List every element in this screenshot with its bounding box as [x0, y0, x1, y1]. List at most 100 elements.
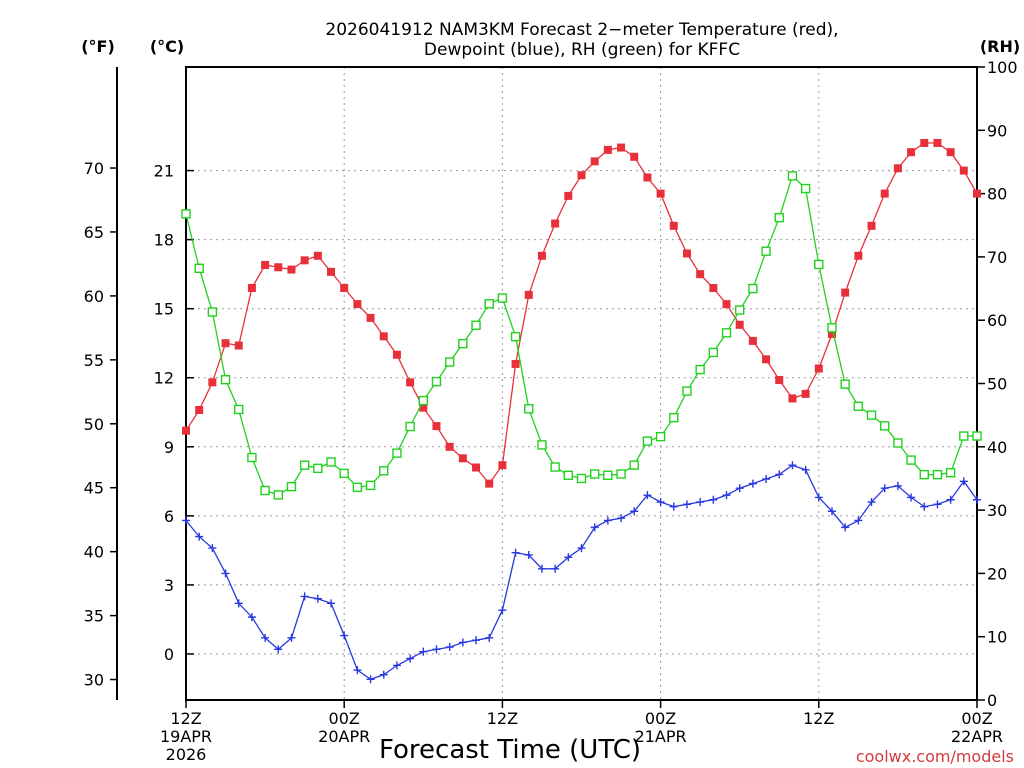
- temperature-point: [274, 263, 283, 272]
- dewpoint-point: [564, 553, 573, 562]
- x-tick-label: 00Z: [961, 709, 992, 728]
- dewpoint-point: [880, 484, 889, 493]
- dewpoint-point: [195, 532, 204, 541]
- rh-point: [444, 357, 455, 367]
- temperature-point: [485, 479, 494, 488]
- rh-point: [748, 283, 758, 294]
- fahrenheit-tick-label: 65: [84, 223, 104, 242]
- temperature-point: [827, 330, 836, 339]
- x-tick-date-label: 20APR: [318, 727, 370, 746]
- rh-point: [313, 463, 323, 474]
- x-tick-label: 00Z: [329, 709, 360, 728]
- rh-point: [616, 469, 626, 479]
- rh-point: [932, 469, 943, 480]
- celsius-tick-label: 9: [164, 438, 174, 457]
- temperature-point: [472, 463, 481, 472]
- rh-point: [603, 470, 613, 480]
- temperature-point: [907, 148, 916, 157]
- rh-point: [576, 473, 587, 484]
- rh-point: [326, 457, 336, 467]
- rh-point: [550, 462, 560, 472]
- temperature-point: [893, 164, 902, 173]
- x-tick-label: 00Z: [645, 709, 676, 728]
- temperature-point: [880, 189, 889, 198]
- temperature-point: [801, 389, 810, 398]
- rh-point: [589, 469, 600, 479]
- dewpoint-point: [920, 502, 929, 511]
- rh-point: [972, 431, 982, 441]
- temperature-point: [959, 166, 968, 175]
- dewpoint-point: [247, 613, 256, 622]
- temperature-point: [537, 251, 546, 260]
- dewpoint-point: [801, 465, 810, 474]
- tick-labels: 0 3 6 9 12 15 18 21 30 35 40 45 50 55 60 65 70 0 10 20 30 40 5…: [84, 58, 1018, 764]
- dewpoint-line: [185, 464, 978, 681]
- dewpoint-point: [735, 484, 744, 493]
- dewpoint-point: [300, 592, 309, 601]
- fahrenheit-tick-label: 70: [84, 159, 104, 178]
- dewpoint-point: [234, 599, 243, 608]
- rh-point: [695, 364, 705, 375]
- rh-point: [563, 470, 574, 480]
- dewpoint-point: [379, 670, 388, 679]
- x-tick-date-label: 21APR: [635, 727, 687, 746]
- temperature-point: [182, 426, 190, 435]
- axes: [110, 66, 985, 708]
- dewpoint-point: [472, 636, 481, 645]
- dewpoint-point: [353, 666, 362, 675]
- rh-point: [682, 386, 692, 396]
- temperature-point: [419, 403, 428, 412]
- source-credit: coolwx.com/models: [856, 747, 1014, 766]
- rh-tick-label: 30: [987, 501, 1007, 520]
- temperature-point: [406, 378, 415, 387]
- rh-point: [260, 485, 270, 496]
- temperature-point: [643, 173, 652, 182]
- dewpoint-point: [432, 645, 441, 654]
- dewpoint-point: [340, 631, 349, 640]
- dewpoint-point: [261, 633, 270, 642]
- dewpoint-point: [630, 507, 639, 516]
- temperature-point: [735, 320, 744, 329]
- dewpoint-point: [313, 594, 322, 603]
- dewpoint-point: [762, 475, 771, 484]
- chart-subtitle: Dewpoint (blue), RH (green) for KFFC: [424, 40, 740, 60]
- dewpoint-point: [537, 564, 546, 573]
- rh-tick-label: 20: [987, 564, 1007, 583]
- dewpoint-point: [366, 675, 375, 684]
- temperature-point: [577, 171, 586, 180]
- temperature-point: [392, 350, 401, 359]
- rh-point: [774, 212, 784, 223]
- celsius-tick-label: 3: [164, 576, 174, 595]
- dewpoint-point: [419, 647, 428, 656]
- temperature-point: [669, 221, 678, 230]
- dewpoint-point: [498, 606, 507, 615]
- rh-point: [669, 412, 679, 423]
- temperature-point: [617, 143, 626, 152]
- temperature-point: [920, 138, 929, 147]
- rh-point: [286, 481, 297, 492]
- rh-point: [392, 448, 402, 458]
- rh-point: [379, 466, 389, 476]
- dewpoint-point: [445, 643, 454, 652]
- temperature-point: [208, 378, 217, 387]
- temperature-point: [854, 251, 863, 260]
- dewpoint-point: [406, 654, 415, 663]
- x-tick-label: 12Z: [803, 709, 834, 728]
- temperature-point: [300, 256, 309, 265]
- fahrenheit-tick-label: 55: [84, 351, 104, 370]
- temperature-point: [432, 422, 441, 431]
- rh-point: [365, 480, 376, 491]
- rh-point: [234, 404, 244, 415]
- x-tick-label: 12Z: [170, 709, 201, 728]
- temperature-point: [221, 339, 230, 348]
- dewpoint-point: [814, 493, 823, 502]
- temperature-point: [656, 189, 665, 198]
- rh-unit-label: (RH): [980, 37, 1020, 56]
- rh-point: [273, 490, 283, 500]
- rh-point: [537, 440, 547, 450]
- rh-point: [220, 375, 231, 385]
- rh-point: [893, 438, 903, 448]
- dewpoint-point: [208, 544, 217, 553]
- dewpoint-point: [788, 461, 797, 470]
- dewpoint-point: [709, 495, 718, 504]
